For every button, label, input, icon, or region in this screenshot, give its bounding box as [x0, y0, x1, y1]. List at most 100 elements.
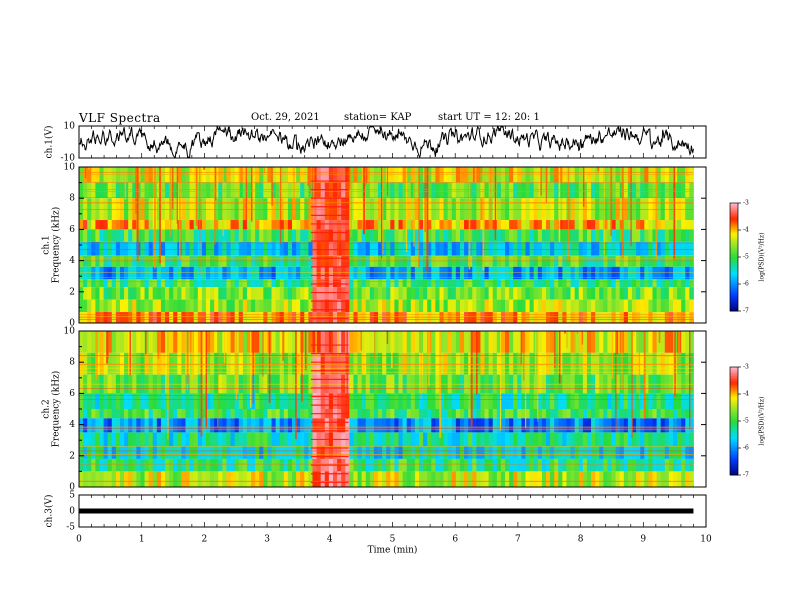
spectrogram-cell [259, 279, 264, 288]
spectrogram-cell [533, 299, 539, 313]
spectrogram-cell [521, 471, 526, 487]
spectrogram-cell [185, 409, 191, 419]
spectrogram-cell [419, 446, 424, 459]
spectrogram-cell [615, 229, 621, 242]
spectrogram-cell [275, 182, 281, 199]
spectrogram-cell [566, 418, 571, 433]
spectrogram-cell [419, 418, 424, 433]
spectrogram-cell [111, 458, 117, 472]
spectrogram-cell [230, 458, 236, 472]
spectrogram-cell [435, 198, 440, 221]
spectrogram-cell [128, 446, 133, 459]
spectrogram-cell [419, 471, 424, 487]
spectrogram-cell [271, 255, 277, 267]
spectrogram-cell [476, 198, 481, 221]
colorbar-cell [730, 219, 738, 222]
spectrogram-cell [603, 220, 608, 230]
spectrogram-cell [230, 287, 236, 300]
spectrogram-cell [525, 446, 531, 459]
spectrogram-cell [275, 471, 281, 487]
spectrogram-cell [689, 418, 694, 433]
spectrogram-cell [648, 255, 653, 267]
spectrogram-cell [570, 229, 576, 242]
spectrogram-cell [582, 198, 588, 221]
spectrogram-cell [505, 299, 510, 313]
spectrogram-cell [529, 446, 535, 459]
spectrogram-cell [550, 299, 555, 313]
spectrogram-cell [423, 458, 428, 472]
spectrogram-cell [521, 182, 526, 199]
spectrogram-cell [91, 393, 96, 409]
spectrogram-cell [582, 299, 588, 313]
spectrogram-cell [640, 220, 645, 230]
spectrogram-cell [152, 331, 158, 353]
spectrogram-cell [476, 418, 481, 433]
spectrogram-cell [664, 393, 670, 409]
colorbar-cell [730, 262, 738, 265]
spectrogram-cell [357, 409, 363, 419]
spectrogram-cell [251, 279, 256, 288]
spectrogram-cell [308, 279, 313, 288]
spectrogram-cell [480, 279, 485, 288]
spectrogram-cell [394, 287, 399, 300]
spectrogram-cell [451, 393, 457, 409]
spectrogram-cell [472, 279, 477, 288]
spectrogram-cell [644, 331, 649, 353]
spectrogram-cell [320, 182, 326, 199]
spectrogram-cell [406, 393, 412, 409]
spectrogram-cell [103, 266, 109, 280]
spectrogram-cell [427, 279, 432, 288]
spectrogram-cell [394, 229, 399, 242]
spectrogram-cell [242, 287, 248, 300]
spectrogram-cell [83, 432, 88, 447]
spectrogram-cell [648, 299, 653, 313]
spectrogram-cell [476, 229, 481, 242]
spectrogram-cell [345, 279, 350, 288]
spectrogram-cell [533, 287, 539, 300]
spectrogram-cell [242, 182, 248, 199]
spectrogram-cell [140, 198, 145, 221]
spectrogram-cell [136, 266, 141, 280]
spectrogram-cell [365, 287, 371, 300]
spectrogram-cell [689, 241, 694, 256]
spectrogram-cell [136, 446, 141, 459]
spectrogram-cell [492, 409, 498, 419]
spectrogram-cell [472, 198, 477, 221]
spectrogram-cell [562, 229, 567, 242]
spectrogram-cell [185, 255, 191, 267]
spectrogram-cell [234, 287, 240, 300]
spectrogram-cell [660, 352, 666, 375]
spectrogram-cell [394, 279, 399, 288]
spectrogram-cell [107, 471, 113, 487]
spectrogram-cell [132, 266, 137, 280]
spectrogram-cell [111, 182, 117, 199]
spectrogram-cell [107, 198, 113, 221]
spectrogram-cell [509, 198, 514, 221]
spectrogram-cell [427, 299, 432, 313]
spectrogram-cell [181, 409, 186, 419]
spectrogram-cell [361, 446, 367, 459]
spectrogram-cell [611, 418, 617, 433]
x-tick-label: 9 [640, 535, 646, 545]
spectrogram-cell [443, 255, 449, 267]
spectrogram-cell [390, 446, 395, 459]
spectrogram-cell [394, 241, 399, 256]
spectrogram-cell [529, 418, 535, 433]
spectrogram-cell [595, 432, 600, 447]
spectrogram-cell [316, 352, 322, 375]
spectrogram-cell [111, 266, 117, 280]
spectrogram-cell [205, 446, 211, 459]
spectrogram-cell [214, 409, 219, 419]
spectrogram-cell [140, 418, 145, 433]
spectrogram-cell [529, 352, 535, 375]
spectrogram-cell [308, 182, 313, 199]
spectrogram-cell [431, 471, 436, 487]
y-tick-label: 6 [69, 389, 75, 399]
spectrogram-cell [529, 458, 535, 472]
spectrogram-cell [410, 352, 416, 375]
spectrogram-cell [292, 331, 297, 353]
spectrogram-cell [296, 182, 301, 199]
spectrogram-cell [550, 393, 555, 409]
spectrogram-cell [259, 255, 264, 267]
spectrogram-cell [189, 255, 195, 267]
